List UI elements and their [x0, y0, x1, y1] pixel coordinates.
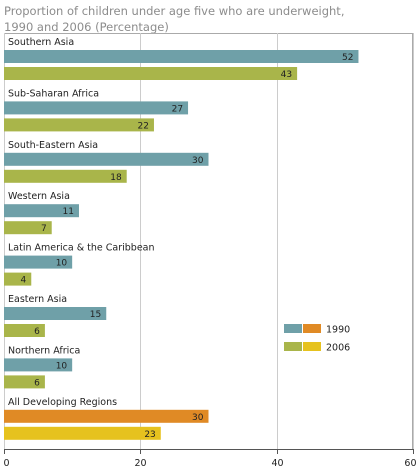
value-label: 7 — [41, 224, 47, 234]
chart-title-line-1: Proportion of children under age five wh… — [4, 4, 345, 18]
value-label: 4 — [21, 276, 27, 286]
legend-swatch — [284, 342, 302, 351]
value-label: 10 — [56, 361, 68, 371]
category-label: Southern Asia — [8, 37, 74, 48]
value-label: 30 — [192, 413, 204, 423]
category-label: Sub-Saharan Africa — [8, 88, 99, 99]
chart-title: Proportion of children under age five wh… — [4, 3, 414, 35]
legend-label-2006: 2006 — [326, 343, 350, 354]
bar-2006 — [4, 375, 45, 389]
bar-2006 — [4, 118, 154, 132]
bar-1990 — [4, 204, 79, 218]
bar-1990 — [4, 101, 189, 115]
category-label: Northern Africa — [8, 345, 80, 356]
value-label: 22 — [138, 121, 149, 131]
x-tick-label: 60 — [404, 458, 416, 469]
value-label: 27 — [172, 104, 183, 114]
category-label: South-Eastern Asia — [8, 140, 98, 151]
value-label: 11 — [63, 207, 74, 217]
bar-2006 — [4, 169, 127, 183]
legend-label-1990: 1990 — [326, 325, 350, 336]
bar-2006 — [4, 426, 161, 440]
x-tick-label: 40 — [271, 458, 283, 469]
value-label: 6 — [34, 327, 40, 337]
category-label: All Developing Regions — [8, 397, 117, 408]
bar-1990 — [4, 409, 209, 423]
bar-1990 — [4, 307, 107, 320]
labels: Southern Asia 52 43 Sub-Saharan Africa 27 22 S… — [8, 37, 353, 440]
category-label: Latin America & the Caribbean — [8, 243, 155, 254]
bar-2006 — [4, 221, 52, 235]
bar-2006 — [4, 67, 298, 80]
x-axis: 0 20 40 60 — [4, 449, 417, 469]
value-label: 18 — [110, 173, 122, 183]
value-label: 15 — [90, 310, 101, 320]
bar-2006 — [4, 272, 32, 286]
legend-swatch-highlight — [303, 324, 321, 333]
x-tick-label: 0 — [4, 458, 10, 469]
bar-1990 — [4, 152, 209, 166]
value-label: 43 — [281, 70, 292, 80]
value-label: 30 — [192, 156, 204, 166]
bars — [4, 50, 359, 440]
value-label: 10 — [56, 259, 68, 269]
x-tick-label: 20 — [134, 458, 146, 469]
value-label: 23 — [144, 430, 155, 440]
bar-2006 — [4, 324, 45, 337]
bar-1990 — [4, 358, 73, 372]
value-label: 6 — [34, 378, 40, 388]
legend-swatch — [284, 324, 302, 333]
legend: 1990 2006 — [284, 324, 350, 354]
category-label: Eastern Asia — [8, 294, 67, 305]
category-label: Western Asia — [8, 191, 70, 202]
chart-title-line-2: 1990 and 2006 (Percentage) — [4, 20, 169, 34]
legend-swatch-highlight — [303, 342, 321, 351]
bar-1990 — [4, 255, 73, 269]
bar-1990 — [4, 50, 359, 63]
value-label: 52 — [342, 53, 353, 63]
